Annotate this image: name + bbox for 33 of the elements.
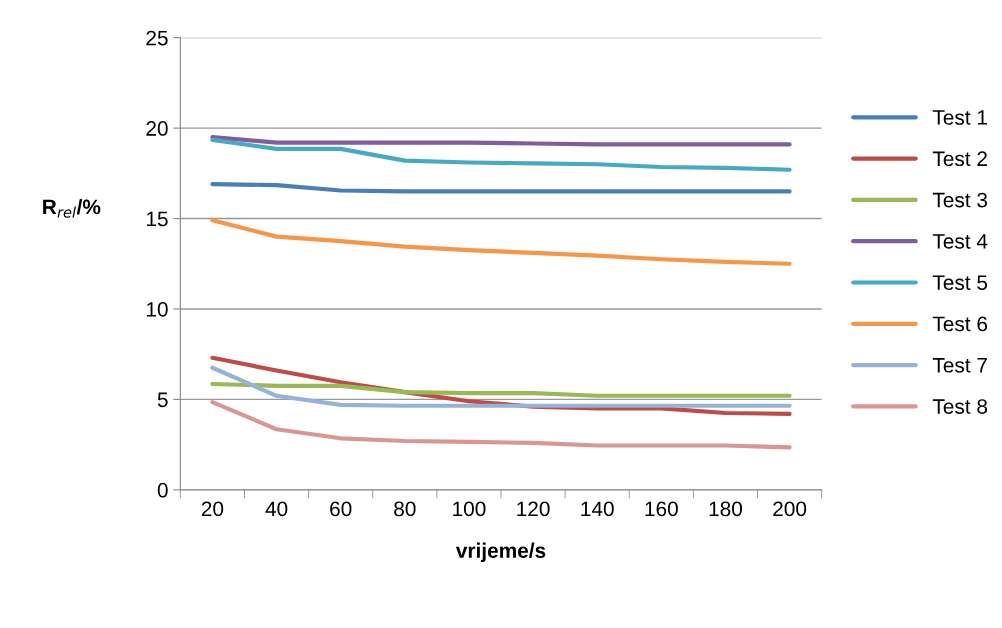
y-tick-label: 20 (146, 121, 168, 136)
x-tick-label: 160 (645, 501, 678, 517)
x-tick-label: 60 (330, 501, 352, 517)
legend-label: Test 4 (932, 234, 988, 249)
line-series (210, 135, 792, 147)
line-series (210, 400, 792, 450)
line-series (210, 381, 792, 398)
x-tick-label: 100 (453, 501, 486, 517)
y-tick-label: 5 (157, 392, 168, 408)
legend-label: Test 6 (932, 316, 988, 332)
legend-label: Test 8 (932, 399, 988, 414)
x-tick-label: 200 (773, 501, 807, 517)
legend-label: Test 7 (932, 358, 987, 373)
x-axis-title: vrijeme/s (455, 542, 546, 563)
line-series (210, 137, 792, 172)
y-tick-label: 0 (157, 482, 168, 498)
legend-label: Test 2 (932, 151, 987, 167)
x-tick-label: 120 (517, 501, 550, 517)
legend-label: Test 1 (932, 110, 987, 125)
x-tick-label: 20 (201, 501, 224, 517)
legend-label: Test 5 (932, 275, 988, 290)
line-series (210, 218, 792, 266)
y-axis-title: R$_{rel}$/% (43, 199, 101, 218)
x-tick-label: 180 (709, 501, 743, 517)
line-series (210, 182, 792, 194)
line-series (210, 365, 792, 408)
x-tick-label: 140 (581, 501, 614, 517)
y-tick-label: 25 (146, 30, 168, 46)
x-tick-label: 40 (265, 501, 288, 517)
x-tick-label: 80 (394, 501, 416, 517)
legend-label: Test 3 (932, 192, 988, 208)
y-tick-label: 10 (146, 301, 168, 317)
y-tick-label: 15 (146, 211, 168, 227)
